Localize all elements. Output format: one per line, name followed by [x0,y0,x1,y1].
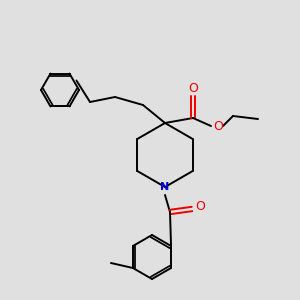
Text: N: N [160,182,169,192]
Text: O: O [195,200,205,212]
Text: O: O [213,121,223,134]
Text: O: O [188,82,198,94]
